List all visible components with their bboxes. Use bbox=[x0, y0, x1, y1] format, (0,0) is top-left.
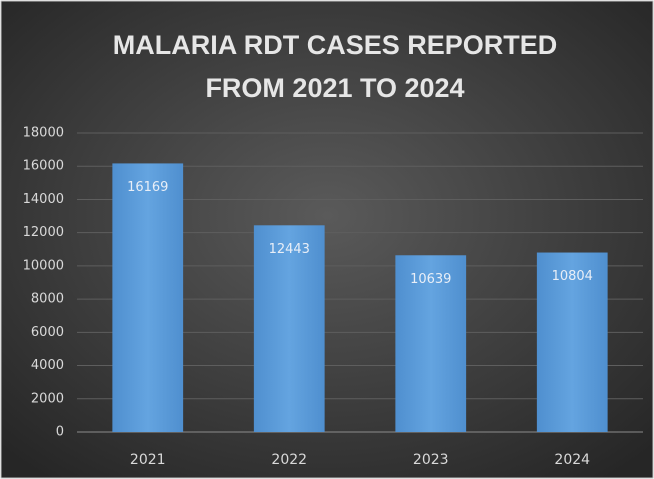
chart-title: FROM 2021 TO 2024 bbox=[205, 73, 464, 103]
y-tick-label: 12000 bbox=[23, 225, 64, 240]
y-tick-label: 10000 bbox=[23, 258, 64, 273]
data-label: 10639 bbox=[410, 272, 451, 287]
x-tick-label: 2021 bbox=[130, 452, 166, 468]
x-tick-label: 2024 bbox=[554, 452, 590, 468]
x-tick-label: 2022 bbox=[271, 452, 307, 468]
bar bbox=[112, 163, 184, 432]
y-tick-label: 14000 bbox=[23, 192, 64, 207]
chart-title: MALARIA RDT CASES REPORTED bbox=[113, 30, 558, 60]
y-tick-label: 6000 bbox=[31, 325, 64, 340]
data-label: 16169 bbox=[127, 180, 168, 195]
bar bbox=[536, 252, 608, 432]
bar bbox=[253, 225, 325, 432]
y-tick-label: 4000 bbox=[31, 358, 64, 373]
x-tick-label: 2023 bbox=[413, 452, 449, 468]
y-tick-label: 0 bbox=[56, 425, 64, 440]
y-tick-label: 18000 bbox=[23, 126, 64, 141]
bar bbox=[395, 255, 467, 432]
y-tick-label: 16000 bbox=[23, 159, 64, 174]
y-tick-label: 2000 bbox=[31, 391, 64, 406]
data-label: 10804 bbox=[552, 269, 593, 284]
y-tick-label: 8000 bbox=[31, 292, 64, 307]
data-label: 12443 bbox=[269, 242, 310, 257]
